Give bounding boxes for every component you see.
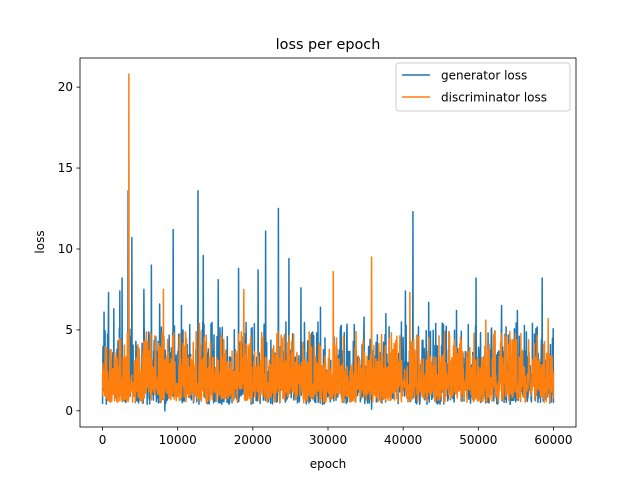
- x-tick-label: 20000: [234, 433, 272, 447]
- y-tick-label: 10: [58, 242, 73, 256]
- y-tick-label: 5: [65, 323, 73, 337]
- x-tick-label: 0: [99, 433, 107, 447]
- x-tick-label: 30000: [309, 433, 347, 447]
- legend-label: discriminator loss: [441, 91, 547, 105]
- y-axis-label: loss: [33, 230, 47, 253]
- y-tick-label: 15: [58, 161, 73, 175]
- y-axis-ticks: 0 5 10 15 20: [58, 80, 80, 418]
- legend: generator loss discriminator loss: [395, 62, 571, 112]
- x-tick-label: 10000: [159, 433, 197, 447]
- chart-title: loss per epoch: [276, 37, 381, 53]
- legend-box: [395, 62, 571, 112]
- y-tick-label: 0: [65, 404, 73, 418]
- x-axis-ticks: 0 10000 20000 30000 40000 50000 60000: [99, 427, 573, 447]
- series-line-discriminator-loss: [101, 73, 555, 404]
- x-tick-label: 40000: [384, 433, 422, 447]
- legend-label: generator loss: [441, 69, 527, 83]
- y-tick-label: 20: [58, 80, 73, 94]
- x-tick-label: 60000: [534, 433, 572, 447]
- x-tick-label: 50000: [459, 433, 497, 447]
- x-axis-label: epoch: [310, 457, 347, 471]
- series-layer: [101, 73, 555, 412]
